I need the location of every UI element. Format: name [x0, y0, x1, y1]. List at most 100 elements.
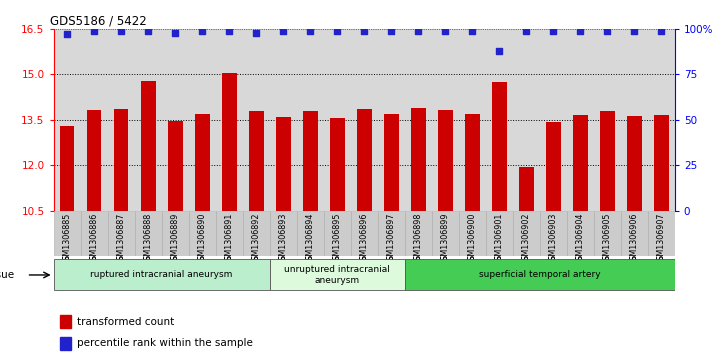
Text: percentile rank within the sample: percentile rank within the sample [77, 338, 253, 348]
Text: GSM1306903: GSM1306903 [548, 213, 558, 266]
Text: GSM1306891: GSM1306891 [225, 213, 233, 266]
Text: GSM1306895: GSM1306895 [333, 213, 341, 266]
Bar [188, 211, 216, 256]
Text: GSM1306898: GSM1306898 [413, 213, 423, 266]
Text: GSM1306906: GSM1306906 [630, 213, 639, 266]
Bar [519, 167, 533, 211]
Point [223, 28, 235, 34]
Bar [195, 114, 209, 211]
Bar [141, 81, 156, 211]
Bar [545, 122, 560, 211]
Bar [60, 315, 71, 329]
Text: GSM1306888: GSM1306888 [144, 213, 153, 266]
Bar [594, 211, 620, 256]
Bar [573, 115, 588, 211]
Point [358, 28, 370, 34]
Point [601, 28, 613, 34]
Bar [60, 337, 71, 350]
Point [251, 30, 262, 36]
Text: superficial temporal artery: superficial temporal artery [479, 270, 600, 280]
Bar [243, 211, 270, 256]
Text: GSM1306886: GSM1306886 [89, 213, 99, 266]
Text: GSM1306905: GSM1306905 [603, 213, 612, 266]
Point [116, 28, 127, 34]
Bar [54, 211, 81, 256]
Bar [276, 117, 291, 211]
Text: GDS5186 / 5422: GDS5186 / 5422 [51, 15, 147, 28]
Text: tissue: tissue [0, 270, 15, 280]
Bar [383, 114, 398, 211]
Text: GSM1306900: GSM1306900 [468, 213, 477, 266]
Text: GSM1306907: GSM1306907 [657, 213, 665, 266]
Point [61, 32, 73, 37]
Bar [351, 211, 378, 256]
Point [575, 28, 586, 34]
Bar [108, 211, 134, 256]
Text: GSM1306892: GSM1306892 [251, 213, 261, 266]
Bar [216, 211, 243, 256]
Text: ruptured intracranial aneurysm: ruptured intracranial aneurysm [91, 270, 233, 280]
Text: GSM1306901: GSM1306901 [495, 213, 503, 266]
Point [521, 28, 532, 34]
Bar [248, 111, 263, 211]
Bar [114, 109, 129, 211]
Bar [513, 211, 540, 256]
Point [142, 28, 154, 34]
Bar [465, 114, 480, 211]
Text: transformed count: transformed count [77, 317, 174, 327]
Bar [54, 260, 270, 290]
Text: unruptured intracranial
aneurysm: unruptured intracranial aneurysm [284, 265, 390, 285]
Text: GSM1306894: GSM1306894 [306, 213, 315, 266]
Bar [161, 211, 188, 256]
Bar [438, 110, 453, 211]
Bar [296, 211, 323, 256]
Bar [654, 115, 668, 211]
Point [89, 28, 100, 34]
Bar [378, 211, 405, 256]
Text: GSM1306902: GSM1306902 [522, 213, 531, 266]
Bar [492, 82, 507, 211]
Bar [323, 211, 351, 256]
Point [331, 28, 343, 34]
Bar [567, 211, 594, 256]
Bar [221, 73, 236, 211]
Bar [60, 126, 74, 211]
Point [466, 28, 478, 34]
Point [493, 48, 505, 54]
Bar [600, 111, 615, 211]
Text: GSM1306893: GSM1306893 [278, 213, 288, 266]
Text: GSM1306889: GSM1306889 [171, 213, 180, 266]
Point [386, 28, 397, 34]
Point [413, 28, 424, 34]
Bar [86, 110, 101, 211]
Bar [303, 111, 318, 211]
Bar [458, 211, 486, 256]
Point [196, 28, 208, 34]
Bar [405, 211, 432, 256]
Point [628, 28, 640, 34]
Point [655, 28, 667, 34]
Text: GSM1306904: GSM1306904 [575, 213, 585, 266]
Bar [432, 211, 458, 256]
Point [439, 28, 451, 34]
Bar [486, 211, 513, 256]
Text: GSM1306897: GSM1306897 [387, 213, 396, 266]
Bar [627, 116, 642, 211]
Bar [648, 211, 675, 256]
Bar [540, 211, 567, 256]
Text: GSM1306899: GSM1306899 [441, 213, 450, 266]
Point [169, 30, 181, 36]
Bar [168, 121, 183, 211]
Bar [134, 211, 161, 256]
Text: GSM1306890: GSM1306890 [198, 213, 206, 266]
Bar [330, 118, 345, 211]
Bar [405, 260, 675, 290]
Bar [270, 211, 296, 256]
Point [278, 28, 289, 34]
Text: GSM1306885: GSM1306885 [63, 213, 71, 266]
Bar [81, 211, 108, 256]
Bar [411, 108, 426, 211]
Bar [620, 211, 648, 256]
Text: GSM1306896: GSM1306896 [360, 213, 368, 266]
Point [304, 28, 316, 34]
